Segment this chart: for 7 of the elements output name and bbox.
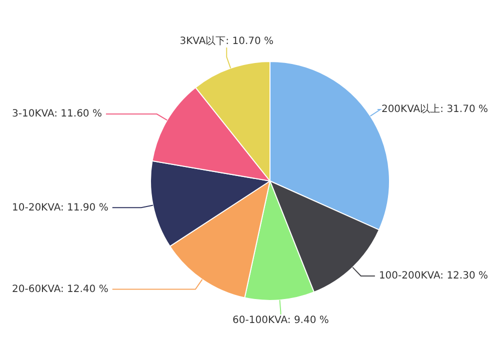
slice-label: 20-60KVA: 12.40 %	[12, 284, 108, 295]
slice-label: 60-100KVA: 9.40 %	[232, 315, 329, 326]
slice-label: 10-20KVA: 11.90 %	[12, 202, 108, 214]
slice-label: 200KVA以上: 31.70 %	[381, 103, 488, 116]
slice-label: 3KVA以下: 10.70 %	[180, 35, 274, 48]
slice-label: 3-10KVA: 11.60 %	[12, 108, 102, 120]
slice-label: 100-200KVA: 12.30 %	[378, 270, 488, 282]
